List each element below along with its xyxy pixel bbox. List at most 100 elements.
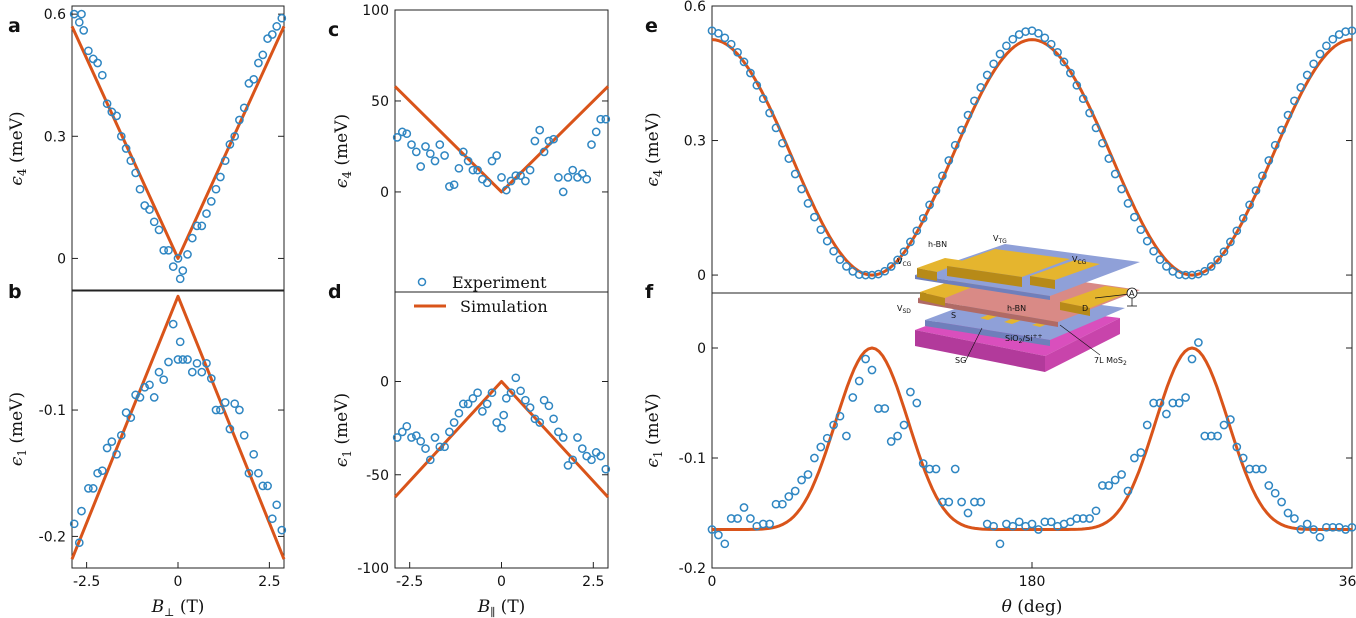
experiment-point [539,147,549,157]
experiment-point [1264,481,1274,490]
experiment-point [440,442,449,452]
experiment-point [425,149,435,159]
experiment-point [1155,398,1165,408]
experiment-point [739,503,749,512]
experiment-point [121,144,131,153]
plot-panel-d: 0 -50 -100 -2.5 0 2.5 ϵ1 (meV) B∥ (T) [332,373,611,618]
y-axis-label: ϵ1 (meV) [332,393,354,467]
experiment-point [154,225,164,235]
experiment-point [596,451,606,461]
sio2-label: SiO2/Si++ [1005,333,1043,345]
drain-contact-front [1060,302,1090,316]
experiment-point [516,386,525,396]
panel-label-d: d [328,281,342,303]
source-label: S [951,311,956,320]
experiment-point [192,221,202,231]
experiment-point [84,484,93,493]
experiment-point [535,125,545,135]
experiment-point [918,459,928,468]
mos2-front [918,298,1058,327]
experiment-point [192,358,202,368]
experiment-point [1219,420,1229,430]
experiment-point [1226,415,1235,424]
experiment-point [211,184,221,194]
experiment-point [746,514,755,523]
y-axis-label: ϵ4 (meV) [332,114,354,188]
vsd-label: VSD [897,304,911,315]
plot-panel-c: 100 50 0 ϵ4 (meV) [332,3,611,201]
experiment-point [1264,156,1274,165]
vtg-label: VTG [993,234,1007,245]
experiment-point [778,499,787,509]
experiment-point [1002,41,1011,51]
experiment-point [957,497,966,507]
experiment-point [145,205,154,214]
experiment-point [707,525,717,534]
experiment-point [501,185,511,195]
experiment-point [1270,488,1280,498]
experiment-point [511,171,521,180]
x-tick-label: 0 [708,574,717,590]
experiment-point [563,173,573,182]
y-tick-label: 0 [697,341,706,357]
plot-panel-b: -0.1 -0.2 -2.5 0 2.5 ϵ1 (meV) B⊥ (T) [7,294,287,618]
experiment-point [449,180,459,190]
experiment-point [1142,236,1152,246]
drain-contact [1060,286,1135,308]
experiment-point [944,497,954,507]
ammeter-label: A [1129,289,1135,298]
experiment-point [235,115,244,125]
experiment-point [1251,186,1261,195]
experiment-point [402,129,412,139]
experiment-point [1232,442,1242,452]
experiment-point [1213,431,1222,441]
sio2-substrate-side [1045,318,1120,372]
experiment-point [88,484,98,493]
experiment-point [525,403,535,412]
experiment-point [816,442,826,452]
experiment-point [1066,68,1075,78]
experiment-point [277,525,287,535]
experiment-point [797,184,806,194]
experiment-point [790,486,800,496]
experiment-point [102,99,112,109]
experiment-point [938,497,947,507]
experiment-point [239,430,249,440]
experiment-point [183,355,192,364]
experiment-point [1290,514,1299,523]
experiment-point [482,178,492,188]
x-tick-label: -2.5 [396,574,423,590]
experiment-point [173,254,183,263]
experiment-point [263,481,272,491]
experiment-point [587,455,596,465]
mos2-leader [1059,324,1101,356]
experiment-point [1078,94,1088,104]
experiment-point [1053,47,1062,57]
experiment-point [931,464,941,474]
vcg-left-label: VCG [897,257,912,268]
y-tick-label: 0.6 [684,0,706,15]
experiment-point [746,68,755,78]
experiment-point [714,28,723,38]
experiment-point [1072,80,1082,90]
experiment-point [178,266,188,275]
experiment-point [867,365,877,375]
experiment-point [521,176,530,186]
experiment-point [950,140,960,150]
experiment-point [430,156,440,166]
ammeter-wire [1094,293,1131,299]
plot-layer: 0.6 0.3 0 ϵ4 (meV) -0.1 -0.2 -2.5 0 2.5 ϵ1 (meV) B… [7,0,1356,618]
experiment-point [235,405,244,415]
experiment-point [835,411,845,421]
experiment-point [416,162,426,171]
experiment-point [970,497,979,507]
hbn-mid-label: h-BN [1007,304,1026,313]
experiment-point [206,374,216,383]
device-schematic-inset: A h-BN VTG VCG VCG VSD S D h-BN SiO2/Si+… [897,234,1140,372]
experiment-point [752,80,762,90]
experiment-point [1149,246,1158,256]
experiment-point [970,96,979,106]
experiment-point [835,255,845,264]
experiment-point [1091,506,1101,516]
